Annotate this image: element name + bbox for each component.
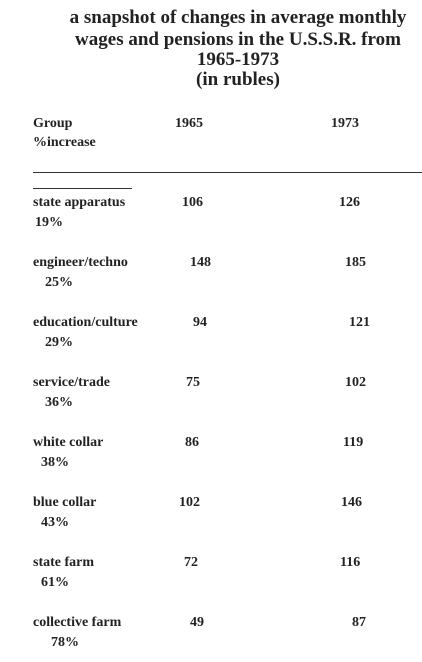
value-1973: 121 xyxy=(349,315,370,330)
value-1965: 75 xyxy=(186,375,200,390)
value-1973: 126 xyxy=(339,195,360,210)
value-1973: 185 xyxy=(345,255,366,270)
header-cell: 1965 xyxy=(175,116,203,131)
value-1965: 86 xyxy=(185,435,199,450)
title-line: a snapshot of changes in average monthly xyxy=(69,7,407,28)
title-line: wages and pensions in the U.S.S.R. from xyxy=(75,29,401,50)
value-1965: 94 xyxy=(193,315,207,330)
value-1973: 119 xyxy=(343,435,364,450)
value-1965: 102 xyxy=(179,495,200,510)
value-1973: 102 xyxy=(345,375,366,390)
percent-increase: 19% xyxy=(35,215,63,230)
percent-increase: 29% xyxy=(45,335,73,350)
percent-increase: 25% xyxy=(45,275,73,290)
value-1965: 148 xyxy=(190,255,211,270)
group-name: state farm xyxy=(33,555,95,570)
header-cell: 1973 xyxy=(331,116,359,131)
value-1965: 49 xyxy=(190,615,204,630)
value-1965: 72 xyxy=(184,555,198,570)
group-name: service/trade xyxy=(33,375,110,390)
value-1973: 146 xyxy=(341,495,362,510)
group-name: state apparatus xyxy=(33,195,126,210)
group-name: white collar xyxy=(33,435,104,450)
group-name: blue collar xyxy=(33,495,97,510)
percent-increase: 38% xyxy=(41,455,69,470)
title-line: (in rubles) xyxy=(196,69,280,90)
title-line: 1965-1973 xyxy=(196,49,280,70)
header-cell: Group xyxy=(33,116,73,131)
percent-increase: 61% xyxy=(41,575,69,590)
group-name: education/culture xyxy=(33,315,138,330)
divider xyxy=(33,188,132,189)
group-name: collective farm xyxy=(33,615,122,630)
percent-increase: 43% xyxy=(41,515,69,530)
percent-increase: 36% xyxy=(45,395,73,410)
group-name: engineer/techno xyxy=(33,255,128,270)
divider xyxy=(33,172,422,173)
percent-increase: 78% xyxy=(51,635,79,650)
header-cell: %increase xyxy=(33,135,96,150)
value-1973: 116 xyxy=(340,555,361,570)
value-1973: 87 xyxy=(352,615,366,630)
value-1965: 106 xyxy=(182,195,203,210)
